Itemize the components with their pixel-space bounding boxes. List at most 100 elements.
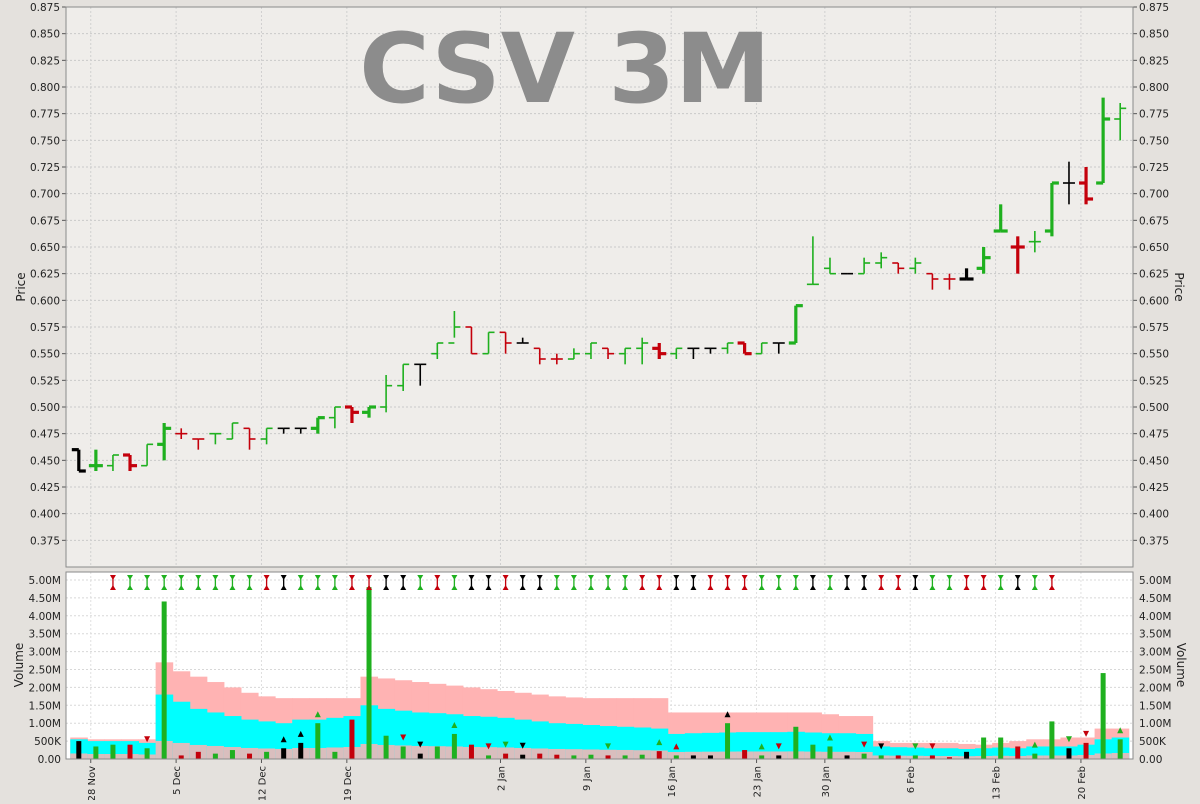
watermark-title: CSV 3M [359, 13, 770, 125]
signal-head-top [246, 575, 253, 580]
signal-marker-top [912, 575, 919, 590]
volume-bar [622, 755, 628, 759]
price-tick-label-left: 0.550 [30, 349, 60, 361]
price-tick-label-left: 0.450 [30, 455, 60, 467]
price-tick-label-right: 0.450 [1139, 455, 1169, 467]
ohlc-bar [499, 331, 512, 354]
price-tick-label-left: 0.825 [30, 55, 60, 67]
signal-marker-top [109, 575, 116, 590]
signal-head-bottom [451, 585, 458, 590]
volume-bar [810, 744, 816, 759]
volume-bar [673, 755, 679, 759]
signal-head-bottom [536, 585, 543, 590]
signal-head-bottom [587, 585, 594, 590]
signal-marker-top [929, 575, 936, 590]
volume-bar [520, 754, 526, 759]
volume-bar [707, 755, 713, 759]
volume-series [76, 587, 1123, 759]
volume-tick-label-right: 2.00M [1139, 682, 1171, 694]
volume-avg-base [548, 748, 566, 759]
signal-marker-volume [912, 743, 919, 750]
ohlc-bar [1010, 236, 1025, 274]
ohlc-bar [976, 247, 991, 274]
signal-marker-top [536, 575, 543, 590]
ohlc-bar [1114, 103, 1127, 141]
signal-marker-top [826, 575, 833, 590]
volume-avg-base [172, 742, 191, 759]
signal-marker-top [656, 575, 663, 590]
ohlc-bar [704, 347, 717, 354]
signal-marker-top [639, 575, 646, 590]
price-tick-label-right: 0.775 [1139, 109, 1169, 121]
volume-bar [981, 737, 987, 759]
date-tick-label: 5 Dec [172, 766, 183, 795]
ohlc-bar [1079, 167, 1094, 205]
price-tick-label-right: 0.525 [1139, 375, 1169, 387]
ohlc-bar [448, 311, 461, 344]
ohlc-bar [652, 343, 667, 359]
price-tick-label-left: 0.375 [30, 535, 60, 547]
signal-head-top [109, 575, 116, 580]
volume-tick-label-left: 5.00M [29, 575, 61, 587]
price-tick-label-right: 0.700 [1139, 189, 1169, 201]
volume-bar [434, 746, 440, 759]
signal-marker-top [570, 575, 577, 590]
signal-head-bottom [161, 585, 168, 590]
ohlc-bar [1028, 231, 1041, 253]
volume-avg-base [753, 751, 771, 759]
signal-head-bottom [178, 585, 185, 590]
price-tick-label-right: 0.550 [1139, 349, 1169, 361]
price-frame [65, 6, 1134, 568]
signal-head-top [280, 575, 287, 580]
volume-tick-label-left: 500K [34, 736, 62, 748]
volume-bar [1015, 746, 1021, 759]
volume-bar [93, 746, 99, 759]
date-tick-label: 20 Feb [1077, 766, 1088, 800]
signal-head-top [775, 575, 782, 580]
ohlc-bar [243, 427, 256, 450]
price-tick-label-right: 0.625 [1139, 269, 1169, 281]
price-tick-label-left: 0.400 [30, 509, 60, 521]
signal-head-top [297, 575, 304, 580]
price-tick-label-right: 0.375 [1139, 535, 1169, 547]
signal-marker-top [212, 575, 219, 590]
signal-head-bottom [912, 585, 919, 590]
volume-avg-short [889, 747, 908, 759]
ohlc-bar [1062, 161, 1075, 205]
volume-bar [571, 755, 577, 759]
volume-tick-label-left: 2.50M [29, 665, 61, 677]
signal-head-top [468, 575, 475, 580]
signal-marker-volume [656, 739, 663, 746]
signal-head-bottom [502, 585, 509, 590]
signal-marker-volume [417, 741, 424, 748]
signal-head-bottom [895, 585, 902, 590]
price-axis-label-left: Price [14, 272, 28, 301]
signal-head-top [758, 575, 765, 580]
signal-head-bottom [485, 585, 492, 590]
signal-marker-top [690, 575, 697, 590]
signal-head-top [144, 575, 151, 580]
volume-bar [946, 757, 952, 759]
signal-marker-top [383, 575, 390, 590]
ohlc-bar [806, 236, 819, 286]
signal-head-bottom [1014, 585, 1021, 590]
price-tick-label-right: 0.475 [1139, 429, 1169, 441]
signal-marker-top [229, 575, 236, 590]
volume-bar [1066, 748, 1072, 759]
volume-tick-label-right: 4.50M [1139, 593, 1171, 605]
volume-avg-base [206, 745, 225, 759]
volume-bar [929, 755, 935, 759]
signal-head-bottom [417, 585, 424, 590]
signal-head-bottom [673, 585, 680, 590]
signal-marker-top [1031, 575, 1038, 590]
signal-head-bottom [280, 585, 287, 590]
signal-head-top [656, 575, 663, 580]
price-series [71, 97, 1127, 473]
signal-head-top [622, 575, 629, 580]
signal-head-top [519, 575, 526, 580]
volume-bar [793, 726, 799, 759]
volume-avg-base [514, 747, 532, 759]
volume-bar [144, 748, 150, 759]
price-tick-label-left: 0.775 [30, 109, 60, 121]
signal-marker-top [775, 575, 782, 590]
